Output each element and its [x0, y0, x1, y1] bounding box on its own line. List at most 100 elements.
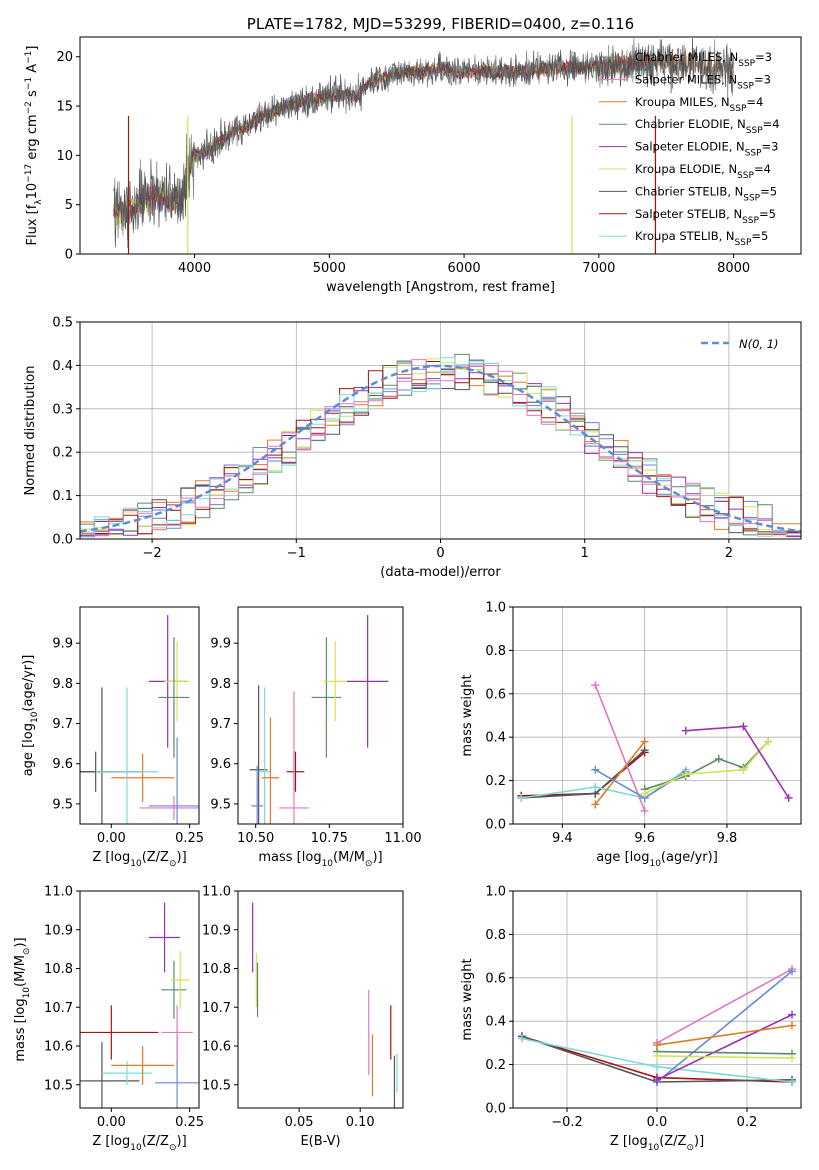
errorbar-point	[158, 637, 190, 758]
label-part: =5	[760, 184, 777, 198]
weight-line	[594, 741, 646, 805]
y-axis-label: Flux [fλ10−17 erg cm−2 s−1 A−1]	[24, 46, 44, 246]
y-tick-label: 10.7	[202, 1001, 231, 1016]
label-part: s	[25, 90, 40, 101]
weight-marker	[788, 1054, 796, 1063]
mass-weight-vs-age-panel: 9.4 9.6 9.8 0.0 0.2 0.4 0.6 0.8 1.0 age [log10(ag…	[460, 601, 802, 869]
plot-area	[252, 902, 398, 1108]
label-part: (M/M	[333, 850, 365, 865]
label-part: )]	[177, 850, 187, 865]
label-part: ⊙	[365, 859, 373, 869]
label-part: Kroupa MILES, N	[635, 95, 730, 109]
label-part: erg cm	[25, 114, 40, 163]
label-part: SSP	[738, 59, 755, 69]
x-axis-label: Z [log10(Z/Z⊙)]	[610, 1134, 704, 1153]
label-part: −1	[24, 51, 34, 64]
y-tick-label: 0.0	[485, 818, 506, 833]
legend-entry: Kroupa STELIB, NSSP=5	[635, 229, 768, 248]
weight-series	[591, 681, 649, 815]
age-vs-metallicity-panel: 0.00 0.259.59.69.79.89.9Z [log10(Z/Z⊙)]ag…	[21, 606, 204, 869]
y-tick-label: 10.5	[44, 1078, 73, 1093]
y-tick-label: 9.7	[210, 717, 231, 732]
y-tick-label: 0.8	[485, 644, 506, 659]
grid-lines	[513, 606, 801, 825]
mass-weight-vs-metallicity-panel: −0.2 0.0 0.2 0.0 0.2 0.4 0.6 0.8 1.0 Z [log10(Z/Z…	[460, 885, 802, 1153]
spectrum-panel: 4000 5000 6000 7000 8000 0 5 10 15 20 wavelength […	[24, 15, 802, 295]
label-part: =5	[759, 207, 776, 221]
x-axis-label: mass [log10(M/M⊙)]	[258, 850, 382, 869]
plot-area	[80, 615, 199, 824]
weight-series	[640, 737, 773, 794]
chart-title: PLATE=1782, MJD=53299, FIBERID=0400, z=0…	[247, 15, 634, 33]
label-part: Salpeter MILES, N	[635, 72, 737, 86]
y-tick-label: 0.4	[52, 359, 73, 374]
weight-series	[653, 1051, 796, 1063]
label-part: )]	[694, 1134, 704, 1149]
label-part: SSP	[743, 193, 760, 203]
y-axis-label: mass weight	[460, 674, 475, 756]
label-part: ⊙	[22, 948, 32, 956]
y-tick-label: 9.7	[52, 717, 73, 732]
errorbar-point	[111, 1046, 174, 1085]
errorbar-point	[139, 795, 199, 820]
label-part: (M/M	[13, 955, 28, 987]
weight-line	[644, 740, 769, 791]
x-tick-label: 11.00	[384, 831, 421, 846]
x-axis-label: Z [log10(Z/Z⊙)]	[92, 1134, 186, 1153]
label-part: SSP	[735, 238, 752, 248]
y-axis-label: age [log10(age/yr)]	[21, 655, 40, 777]
label-part: Chabrier MILES, N	[635, 50, 738, 64]
errorbar-point	[170, 951, 190, 1010]
weight-series	[653, 1010, 796, 1084]
weight-marker	[784, 793, 793, 802]
x-tick-label: −0.2	[551, 1115, 583, 1130]
mass-vs-extinction-panel: 0.05 0.10 10.5 10.6 10.7 10.8 10.9 11.0 E(B-V)	[202, 885, 404, 1149]
y-tick-label: 0.6	[485, 687, 506, 702]
label-part: =4	[746, 95, 763, 109]
y-tick-label: 0.0	[52, 533, 73, 548]
label-part: =3	[762, 140, 779, 154]
label-part: 10	[648, 1143, 660, 1153]
label-part: SSP	[745, 149, 762, 159]
errorbar-point	[347, 615, 389, 748]
label-part: ⊙	[169, 859, 177, 869]
y-tick-label: 0.2	[485, 1058, 506, 1073]
label-part: SSP	[737, 171, 754, 181]
y-tick-label: 0.2	[52, 446, 73, 461]
weight-marker	[788, 967, 796, 976]
label-part: A	[25, 64, 40, 77]
plot-area	[113, 37, 734, 254]
weight-series	[517, 748, 649, 800]
y-tick-label: 0.8	[485, 928, 506, 943]
label-part: 10	[649, 859, 661, 869]
label-part: age [log	[21, 723, 36, 776]
label-part: (age/yr)]	[21, 655, 36, 712]
label-part: )]	[13, 937, 28, 947]
label-part: 10	[22, 987, 32, 999]
legend-entry: Chabrier MILES, NSSP=3	[635, 50, 772, 69]
x-axis-label: wavelength [Angstrom, rest frame]	[326, 280, 555, 295]
y-tick-label: 5	[65, 198, 73, 213]
errorbar-point	[258, 687, 271, 824]
axes-frame	[79, 321, 802, 540]
label-part: −2	[24, 101, 34, 114]
weight-line	[594, 769, 687, 799]
label-part: (Z/Z	[142, 1134, 169, 1149]
weight-marker	[739, 722, 748, 731]
weight-series	[518, 1034, 796, 1086]
x-tick-label: −2	[143, 546, 162, 561]
errorbar-point	[148, 737, 199, 824]
x-tick-label: 0.05	[285, 1115, 314, 1130]
legend-entry: N(0, 1)	[739, 337, 779, 351]
errorbar-point	[261, 717, 280, 824]
x-tick-label: 0.25	[175, 1115, 204, 1130]
weight-series	[640, 737, 773, 798]
x-tick-label: 0	[436, 546, 444, 561]
weight-marker	[591, 800, 600, 809]
weight-line	[644, 740, 769, 795]
weight-line	[656, 1013, 793, 1081]
label-part: Z [log	[610, 1134, 648, 1149]
y-tick-label: 10.9	[44, 923, 73, 938]
weight-marker	[640, 789, 649, 798]
y-tick-label: 9.5	[52, 797, 73, 812]
